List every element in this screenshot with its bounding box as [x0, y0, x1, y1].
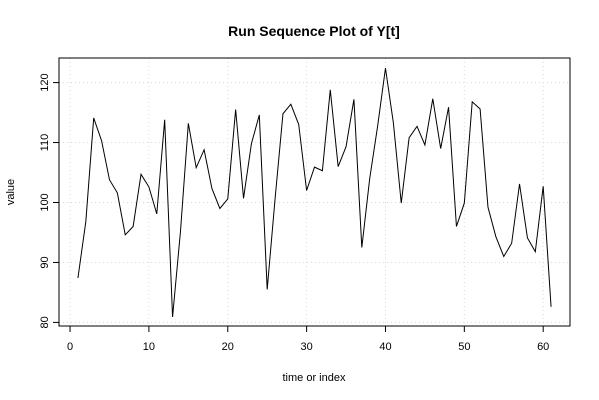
- series-line: [77, 68, 552, 318]
- x-axis-label: time or index: [283, 372, 346, 384]
- y-axis: 80 90 100 110 120: [39, 73, 59, 329]
- x-tick-label: 50: [458, 341, 470, 353]
- y-axis-label: value: [5, 179, 17, 205]
- y-tick-label: 100: [39, 193, 51, 211]
- x-tick-label: 10: [143, 341, 155, 353]
- x-tick-label: 60: [537, 341, 549, 353]
- grid-lines: [59, 58, 570, 326]
- y-tick-label: 120: [39, 73, 51, 91]
- y-tick-label: 80: [39, 316, 51, 328]
- x-tick-label: 20: [222, 341, 234, 353]
- x-tick-label: 40: [379, 341, 391, 353]
- chart-title: Run Sequence Plot of Y[t]: [228, 23, 400, 39]
- plot-frame: [58, 57, 571, 327]
- y-tick-label: 110: [39, 134, 51, 152]
- x-axis: 0 10 20 30 40 50 60: [67, 326, 549, 353]
- x-tick-label: 30: [300, 341, 312, 353]
- y-tick-label: 90: [39, 256, 51, 268]
- x-tick-label: 0: [67, 341, 73, 353]
